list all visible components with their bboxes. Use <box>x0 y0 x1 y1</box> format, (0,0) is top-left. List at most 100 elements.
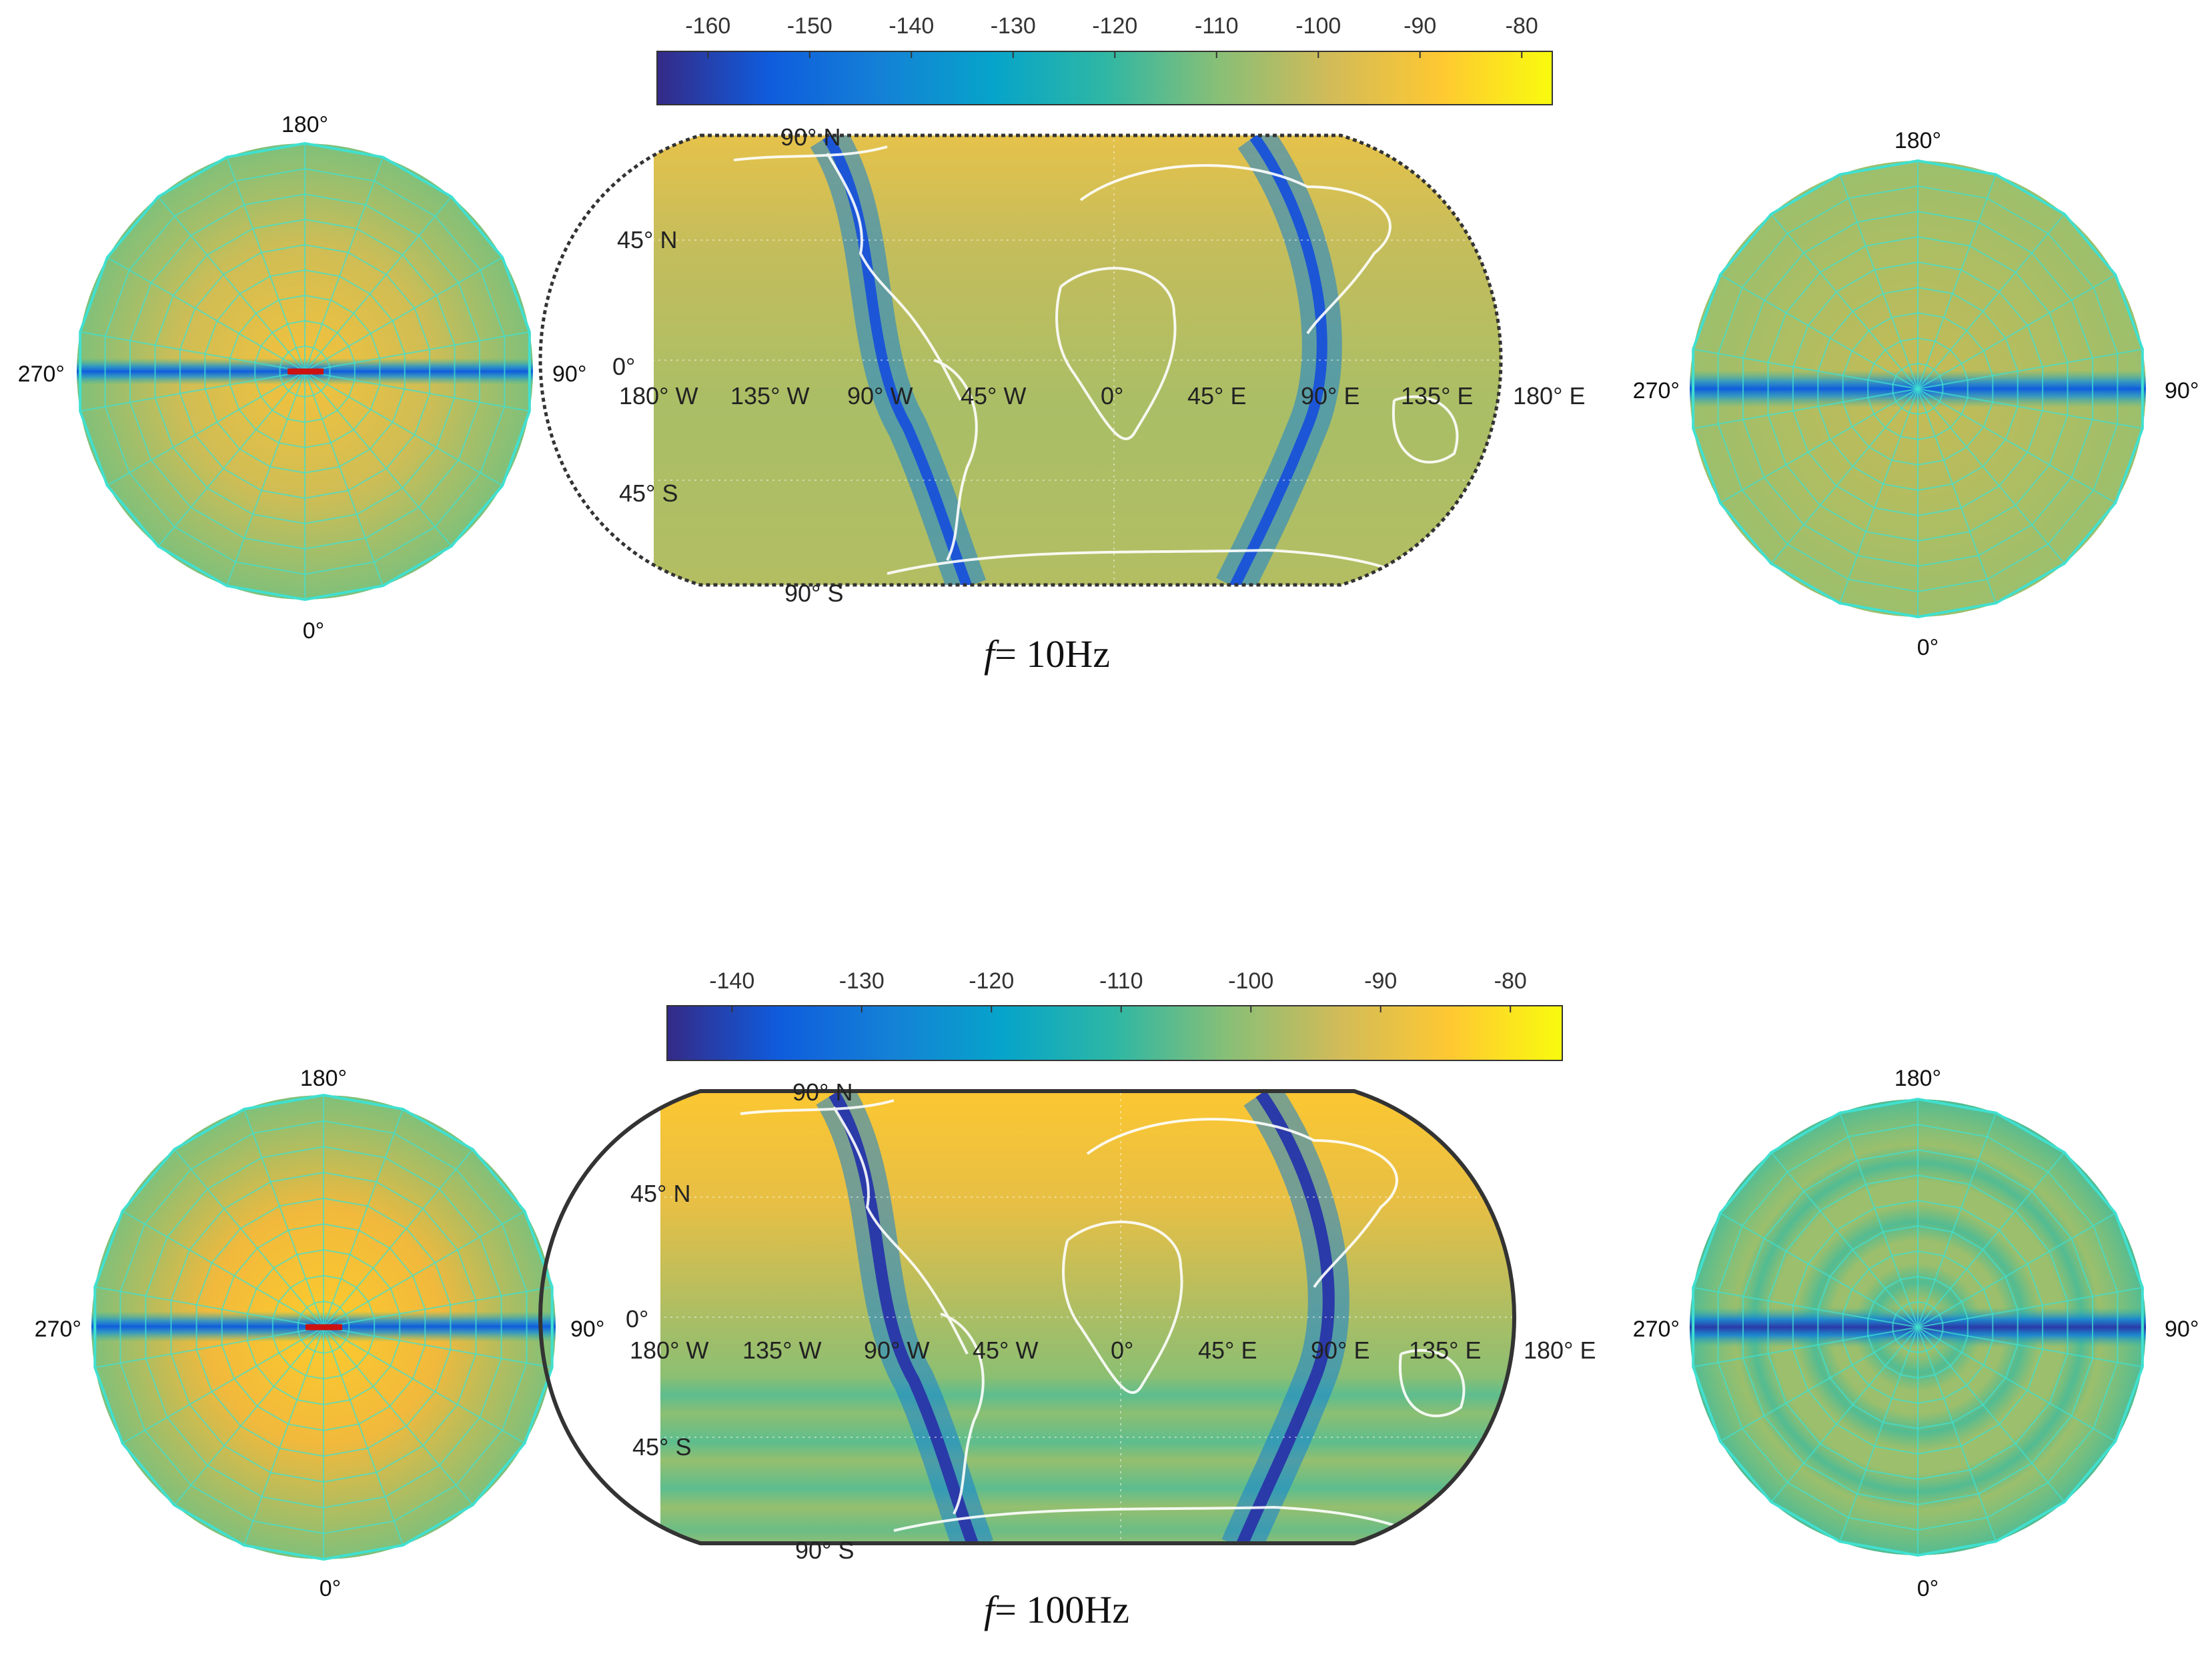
lon-label: 90° E <box>1311 1337 1369 1364</box>
lat-label-90n: 90° N <box>792 1078 853 1106</box>
polar-spoke <box>304 371 503 486</box>
colorbar-100hz: -140 -130 -120 -110 -100 -90 -80 <box>666 968 1563 1061</box>
polar-spoke <box>1917 213 2065 389</box>
caption-10hz: f= 10Hz <box>984 632 1110 676</box>
polar-spoke <box>1917 1327 2065 1503</box>
polar-spoke <box>1693 348 1918 389</box>
polar-spoke <box>1839 1112 1918 1328</box>
polar-spoke <box>1917 1212 2116 1328</box>
colorbar-tick-label: -140 <box>889 13 934 39</box>
lon-labels: 180° W 135° W 90° W 45° W 0° 45° E 90° E 135° E… <box>630 1337 1596 1364</box>
colorbar-tick-label: -160 <box>685 13 730 39</box>
polar-spoke <box>1693 388 1918 430</box>
angle-label-bottom: 0° <box>320 1576 342 1601</box>
lon-label: 90° W <box>847 382 913 409</box>
polar-spoke <box>1917 388 2143 430</box>
lat-label-45s: 45° S <box>632 1433 691 1461</box>
colorbar-tick-label: -80 <box>1506 13 1538 39</box>
lat-label-45n: 45° N <box>617 226 677 253</box>
polar-spoke <box>122 1210 324 1328</box>
angle-label-left: 270° <box>1633 378 1680 403</box>
polar-spoke <box>173 1148 324 1328</box>
polar-spoke <box>323 1327 525 1444</box>
polar-spoke <box>323 1148 474 1328</box>
colorbar-tick-label: -120 <box>1092 13 1137 39</box>
colorbar-gradient <box>666 1005 1563 1061</box>
angle-label-bottom: 0° <box>1917 1576 1939 1601</box>
polar-spoke <box>157 371 306 547</box>
polar-spoke <box>1917 1287 2143 1328</box>
polar-spoke <box>1917 174 1997 389</box>
angle-label-top: 180° <box>300 1066 347 1091</box>
lon-label: 135° E <box>1409 1337 1481 1364</box>
polar-spoke <box>1720 1212 1918 1328</box>
polar-spoke <box>95 1327 324 1369</box>
lon-label: 90° W <box>864 1337 929 1364</box>
colorbar-tick-label: -90 <box>1404 13 1436 39</box>
colorbar-tick-label: -100 <box>1228 968 1273 994</box>
polar-spoke <box>1917 388 1997 604</box>
angle-label-right: 90° <box>2165 1317 2199 1342</box>
polar-spoke <box>1917 1112 1997 1328</box>
angle-label-left: 270° <box>1633 1317 1680 1342</box>
colorbar-tick-label: -140 <box>709 968 754 994</box>
polar-spoke <box>323 1286 552 1328</box>
polar-spoke <box>1770 388 1918 564</box>
lon-label: 0° <box>1101 382 1123 409</box>
polar-spoke <box>1770 213 1918 389</box>
polar-spoke <box>1917 348 2143 389</box>
angle-label-left: 270° <box>35 1317 81 1342</box>
angle-label-right: 90° <box>2165 378 2199 403</box>
polar-spoke <box>122 1327 324 1444</box>
colorbar-ticks: -140 -130 -120 -110 -100 -90 -80 <box>709 968 1527 1012</box>
polar-spoke <box>1917 1152 2065 1328</box>
lon-label: 180° E <box>1513 382 1585 409</box>
polar-spoke <box>1720 1327 1918 1442</box>
polar-spoke <box>107 257 306 372</box>
lon-label: 135° W <box>742 1337 821 1364</box>
polar-spoke <box>95 1286 324 1328</box>
lat-label-90s: 90° S <box>795 1537 854 1564</box>
polar-spoke <box>304 371 452 547</box>
polar-spoke <box>304 157 384 372</box>
colorbar-tick-label: -120 <box>969 968 1014 994</box>
lon-label: 45° W <box>973 1337 1038 1364</box>
lat-label-0: 0° <box>626 1305 648 1333</box>
lon-label: 90° E <box>1301 382 1359 409</box>
lon-label: 180° E <box>1524 1337 1596 1364</box>
colorbar-tick-label: -90 <box>1364 968 1397 994</box>
colorbar-tick-label: -150 <box>787 13 833 39</box>
lon-label: 45° W <box>961 382 1026 409</box>
colorbar-tick-label: -130 <box>839 968 885 994</box>
lat-label-45s: 45° S <box>619 480 678 507</box>
colorbar-tick-label: -110 <box>1099 968 1143 994</box>
angle-label-bottom: 0° <box>1917 635 1939 660</box>
polar-grid <box>79 141 531 602</box>
lat-label-0: 0° <box>612 353 635 380</box>
colorbar-ticks: -160 -150 -140 -130 -120 -110 -100 -90 -80 <box>685 13 1538 58</box>
polar-spoke <box>80 331 306 372</box>
polar-spoke <box>304 331 530 372</box>
polar-spoke <box>1917 388 2065 564</box>
polar-spoke <box>1917 388 2116 504</box>
polar-spoke <box>323 1327 404 1546</box>
angle-label-left: 270° <box>18 361 65 387</box>
polar-spoke <box>304 371 384 586</box>
lon-label: 135° E <box>1401 382 1473 409</box>
polar-spoke <box>304 371 530 412</box>
angle-label-bottom: 0° <box>303 618 325 644</box>
polar-spoke <box>1839 174 1918 389</box>
polar-spoke <box>1720 388 1918 504</box>
polar-spoke <box>1917 1327 2116 1442</box>
colorbar-tick-label: -80 <box>1494 968 1527 994</box>
polar-spoke <box>226 157 306 372</box>
panel-10hz: -160 -150 -140 -130 -120 -110 -100 -90 -80 180° … <box>18 13 2199 676</box>
polar-spoke <box>323 1210 525 1328</box>
lon-label: 180° W <box>619 382 698 409</box>
polar-spoke <box>323 1327 552 1369</box>
angle-label-right: 90° <box>570 1317 604 1342</box>
polar-spoke <box>1693 1327 1918 1368</box>
right-polar-10hz: 180° 90° 0° 270° <box>1633 128 2199 660</box>
lon-label: 180° W <box>630 1337 708 1364</box>
